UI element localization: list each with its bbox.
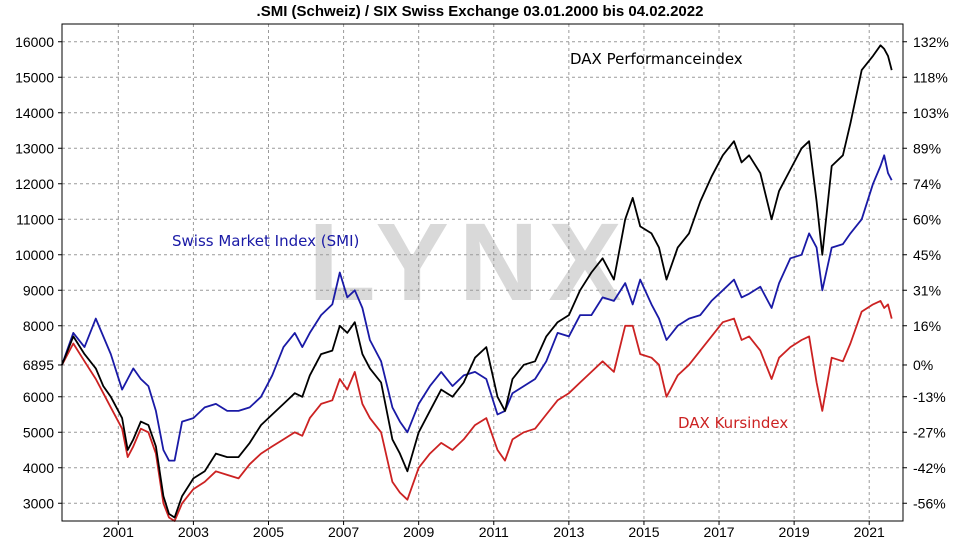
grid-layer <box>62 24 903 521</box>
y-axis-right: -56% -42% -27% -13% 0% 16% 31% 45% 60% 74% 89% 103%… <box>903 34 949 511</box>
x-tick-label: 2015 <box>628 524 659 540</box>
y-tick-label: 13000 <box>15 140 54 156</box>
y-tick-label: 10000 <box>15 247 54 263</box>
y2-tick-label: 31% <box>913 282 941 298</box>
y2-tick-label: 89% <box>913 140 941 156</box>
y2-tick-label: -27% <box>913 424 946 440</box>
y-tick-label: 8000 <box>23 318 54 334</box>
y2-tick-label: 45% <box>913 247 941 263</box>
y-tick-label: 11000 <box>16 211 54 227</box>
y-tick-label: 6895 <box>23 357 54 373</box>
series-label-smi: Swiss Market Index (SMI) <box>172 232 359 250</box>
x-tick-label: 2009 <box>403 524 434 540</box>
y2-tick-label: -56% <box>913 495 946 511</box>
y-tick-label: 16000 <box>15 34 54 50</box>
plot-frame <box>61 23 904 522</box>
series-label-dax-performance: DAX Performanceindex <box>570 50 743 68</box>
x-tick-label: 2021 <box>854 524 885 540</box>
x-tick-label: 2011 <box>479 524 509 540</box>
x-axis: 2001 2003 2005 2007 2009 2011 2013 2015 2017 2019… <box>103 521 885 540</box>
series-line-1 <box>61 44 893 519</box>
series-labels: Swiss Market Index (SMI) DAX Performance… <box>172 50 788 432</box>
x-tick-label: 2005 <box>253 524 284 540</box>
series-line-2 <box>61 300 893 522</box>
series-label-dax-kurs: DAX Kursindex <box>678 414 788 432</box>
y2-tick-label: 74% <box>913 176 941 192</box>
y-tick-label: 5000 <box>23 424 54 440</box>
y-tick-label: 4000 <box>23 460 54 476</box>
y2-tick-label: 118% <box>913 69 948 85</box>
x-tick-label: 2007 <box>328 524 359 540</box>
y2-tick-label: 16% <box>913 318 941 334</box>
y2-tick-label: 132% <box>913 34 949 50</box>
y2-tick-label: 0% <box>913 357 933 373</box>
x-tick-label: 2013 <box>553 524 584 540</box>
y-tick-label: 6000 <box>23 389 54 405</box>
y-axis-left: 3000 4000 5000 6000 6895 8000 9000 10000 11000 12… <box>15 34 62 511</box>
y2-tick-label: -42% <box>913 460 946 476</box>
y-tick-label: 15000 <box>15 69 54 85</box>
y2-tick-label: -13% <box>913 389 946 405</box>
y-tick-label: 12000 <box>15 176 54 192</box>
x-tick-label: 2001 <box>103 524 134 540</box>
y2-tick-label: 60% <box>913 211 941 227</box>
x-tick-label: 2019 <box>779 524 810 540</box>
y2-tick-label: 103% <box>913 105 949 121</box>
x-tick-label: 2003 <box>178 524 209 540</box>
y-tick-label: 14000 <box>15 105 54 121</box>
series-layer <box>61 44 893 522</box>
series-line-0 <box>61 154 893 462</box>
chart-title: .SMI (Schweiz) / SIX Swiss Exchange 03.0… <box>257 3 704 20</box>
y-tick-label: 9000 <box>23 282 54 298</box>
x-tick-label: 2017 <box>703 524 734 540</box>
y-tick-label: 3000 <box>23 495 54 511</box>
